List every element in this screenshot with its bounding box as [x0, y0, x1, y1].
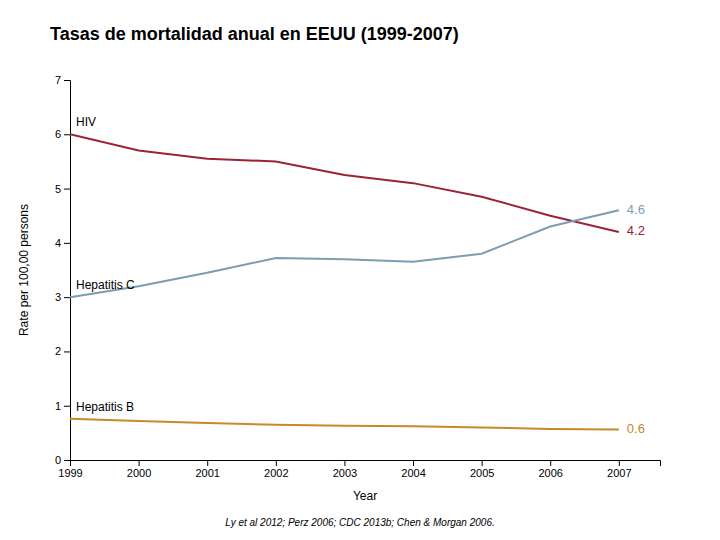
tick: 0 [55, 454, 70, 466]
tick-label: 7 [55, 74, 61, 86]
tick: 2005 [470, 460, 494, 479]
tick-mark [64, 134, 70, 135]
tick: 2003 [333, 460, 357, 479]
tick-mark [413, 460, 414, 466]
plot: 1999 2000 2001 2002 2003 2004 2005 2006 2007 0 1 2 3… [17, 74, 661, 503]
tick-label: 2002 [264, 467, 288, 479]
tick: 2004 [401, 460, 425, 479]
tick: 7 [55, 74, 70, 86]
series-line [70, 210, 619, 297]
series-line [70, 419, 619, 430]
data-label: 4.2 [627, 223, 645, 238]
tick-mark [64, 460, 70, 461]
line-label: HIV [76, 115, 96, 129]
tick-label: 2001 [195, 467, 219, 479]
tick-mark [64, 351, 70, 352]
tick: 1 [55, 400, 70, 412]
tick-label: 2006 [538, 467, 562, 479]
y-axis: 0 1 2 3 4 5 6 7 [55, 74, 71, 466]
tick-mark [344, 460, 345, 466]
footnote: Ly et al 2012; Perz 2006; CDC 2013b; Che… [225, 517, 494, 528]
tick-label: 0 [55, 454, 61, 466]
tick-label: 1 [55, 400, 61, 412]
data-label: 4.6 [627, 202, 645, 217]
line-label: Hepatitis B [76, 400, 134, 414]
tick-label: 6 [55, 128, 61, 140]
tick-mark [64, 297, 70, 298]
title: Tasas de mortalidad anual en EEUU (1999-… [50, 24, 459, 44]
tick-mark [550, 460, 551, 466]
axis-line [64, 81, 71, 461]
line-label: Hepatitis C [76, 278, 135, 292]
tick-label: 2005 [470, 467, 494, 479]
tick-mark [207, 460, 208, 466]
series-line [70, 134, 619, 232]
tick-mark [64, 189, 70, 190]
tick: 2000 [127, 460, 151, 479]
tick: 4 [55, 237, 70, 249]
tick-label: 2004 [401, 467, 425, 479]
tick: 5 [55, 183, 70, 195]
x-axis: 1999 2000 2001 2002 2003 2004 2005 2006 2007 [58, 460, 660, 479]
tick-label: 5 [55, 183, 61, 195]
tick: 3 [55, 291, 70, 303]
axis-line [71, 461, 661, 467]
tick: 6 [55, 128, 70, 140]
x-axis-title: Year [353, 489, 377, 503]
tick-label: 2007 [607, 467, 631, 479]
tick-mark [64, 80, 70, 81]
tick-mark [619, 460, 620, 466]
tick-label: 4 [55, 237, 61, 249]
lines [70, 134, 619, 429]
tick-label: 2 [55, 345, 61, 357]
tick: 2007 [607, 460, 631, 479]
tick-mark [276, 460, 277, 466]
data-label: 0.6 [627, 421, 645, 436]
tick: 1999 [58, 460, 82, 479]
annotations: HIV 4.2 Hepatitis C 4.6 Hepatitis B 0.6 [76, 115, 645, 436]
tick-label: 2000 [127, 467, 151, 479]
tick-mark [482, 460, 483, 466]
tick-mark [64, 406, 70, 407]
tick: 2 [55, 345, 70, 357]
tick-label: 3 [55, 291, 61, 303]
tick-label: 2003 [333, 467, 357, 479]
tick: 2001 [195, 460, 219, 479]
tick-label: 1999 [58, 467, 82, 479]
tick-mark [64, 243, 70, 244]
tick: 2002 [264, 460, 288, 479]
y-axis-title: Rate per 100,00 persons [17, 204, 31, 336]
tick: 2006 [538, 460, 562, 479]
tick-mark [139, 460, 140, 466]
chart: Tasas de mortalidad anual en EEUU (1999-… [0, 0, 720, 540]
